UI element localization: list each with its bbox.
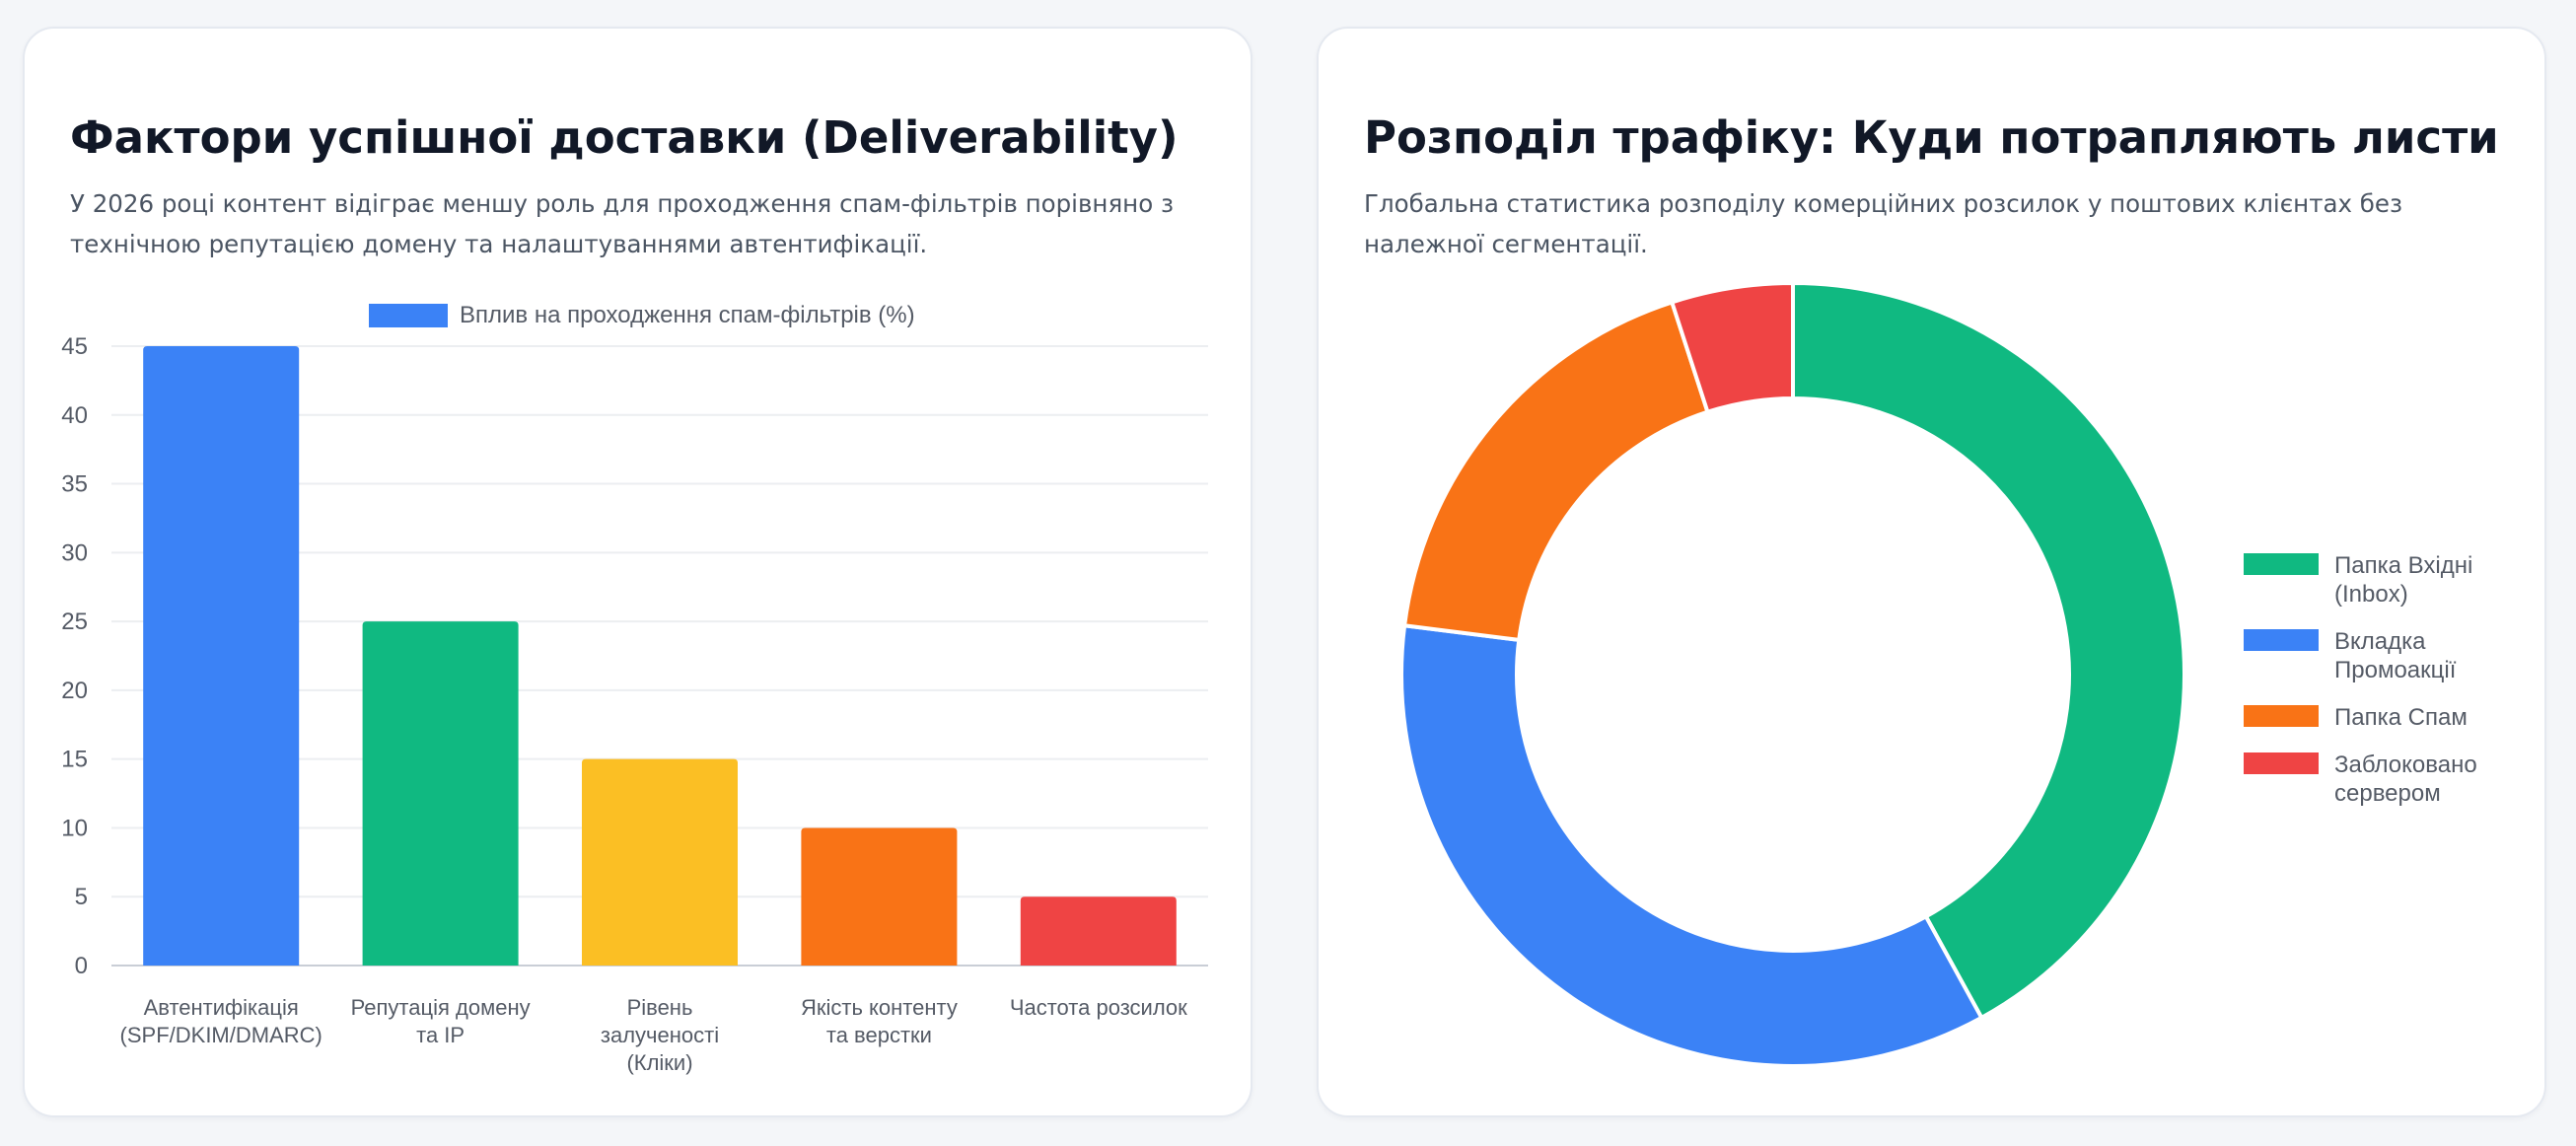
y-tick-label: 15 — [61, 747, 88, 773]
x-tick-label: Репутація домену — [351, 995, 531, 1020]
donut-slice — [1669, 280, 1795, 415]
x-tick-label: залученості — [601, 1023, 719, 1047]
y-tick-label: 45 — [61, 333, 88, 360]
legend-label: Папка Вхідні — [2334, 552, 2472, 579]
deliverability-title: Фактори успішної доставки (Deliverabilit… — [70, 111, 1179, 164]
traffic-card: Розподіл трафіку: Куди потрапляють листи… — [1317, 27, 2546, 1117]
bar — [801, 827, 958, 966]
legend-label: Промоакції — [2334, 657, 2457, 683]
legend-label: Папка Спам — [2334, 704, 2468, 731]
y-tick-label: 35 — [61, 471, 88, 498]
bar — [362, 621, 519, 966]
bar — [582, 758, 738, 966]
x-tick-label: (SPF/DKIM/DMARC) — [120, 1023, 322, 1047]
bar — [1020, 896, 1177, 966]
donut-slice — [1399, 623, 1984, 1068]
x-tick-label: (Кліки) — [626, 1050, 692, 1075]
y-tick-label: 10 — [61, 815, 88, 841]
donut-slice — [1791, 280, 2186, 1021]
x-tick-label: Якість контенту — [801, 995, 958, 1020]
traffic-title: Розподіл трафіку: Куди потрапляють листи — [1364, 111, 2499, 164]
legend-swatch — [2244, 629, 2319, 651]
deliverability-subtitle: У 2026 році контент відіграє меншу роль … — [70, 189, 1175, 258]
legend-swatch — [369, 304, 448, 327]
x-tick-label: Рівень — [627, 995, 693, 1020]
legend-label: Вкладка — [2334, 628, 2426, 655]
donut-slice — [1401, 299, 1710, 643]
legend-swatch — [2244, 705, 2319, 727]
legend-label: Вплив на проходження спам-фільтрів (%) — [460, 302, 915, 328]
x-tick-label: та IP — [416, 1023, 465, 1047]
y-tick-label: 30 — [61, 539, 88, 566]
legend-swatch — [2244, 752, 2319, 774]
deliverability-bar-chart: 0 5 10 15 20 25 30 35 40 45 Вплив на проходження с… — [61, 302, 1208, 1075]
y-tick-label: 20 — [61, 678, 88, 704]
y-tick-label: 40 — [61, 402, 88, 429]
deliverability-card: Фактори успішної доставки (Deliverabilit… — [23, 27, 1252, 1117]
y-tick-label: 5 — [75, 884, 88, 910]
legend-label: Заблоковано — [2334, 752, 2477, 778]
y-tick-label: 0 — [75, 953, 88, 979]
y-tick-label: 25 — [61, 609, 88, 635]
x-tick-label: Частота розсилок — [1010, 995, 1187, 1020]
legend-label: сервером — [2334, 780, 2441, 807]
legend-swatch — [2244, 553, 2319, 575]
legend-label: (Inbox) — [2334, 581, 2408, 608]
x-tick-label: Автентифікація — [144, 995, 299, 1020]
traffic-subtitle: Глобальна статистика розподілу комерційн… — [1364, 189, 2402, 258]
x-tick-label: та верстки — [826, 1023, 932, 1047]
bar — [143, 346, 300, 966]
